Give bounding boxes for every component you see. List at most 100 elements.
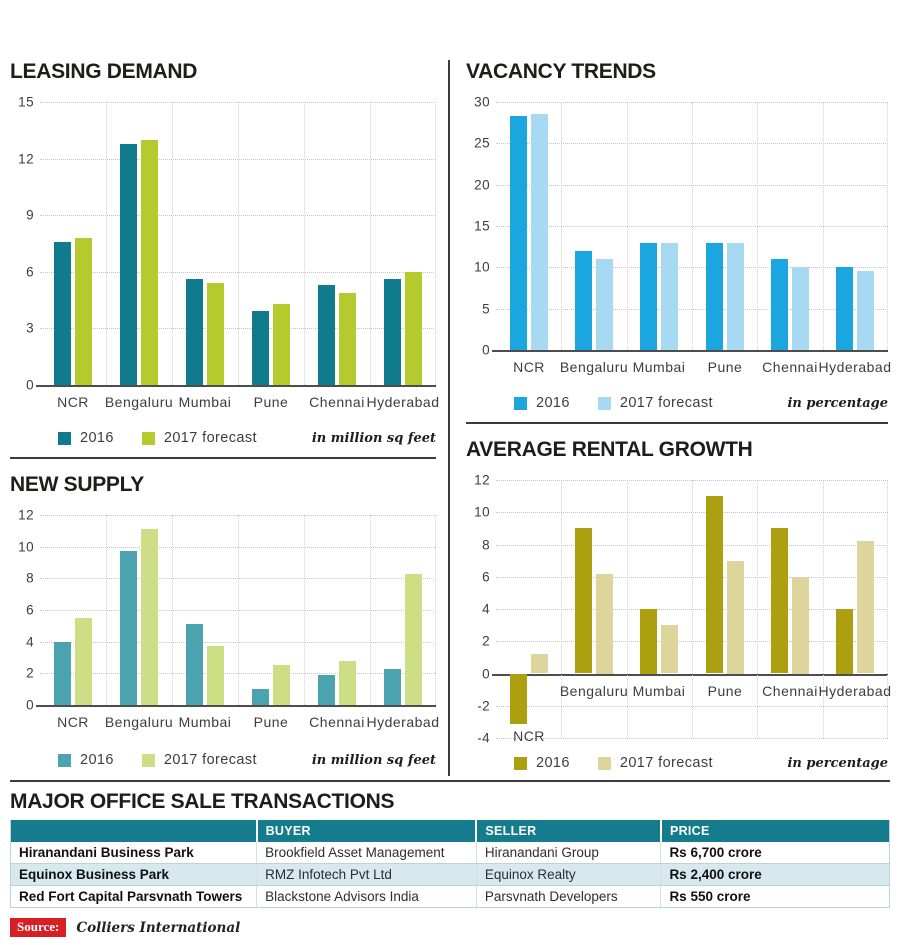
unit-note: in million sq feet [311,430,436,446]
bar-2016-Bengaluru [120,551,137,705]
table-cell: Rs 6,700 crore [660,842,890,864]
table-cell: Hiranandani Business Park [10,842,257,864]
bar-2017-forecast-Mumbai [207,646,224,705]
y-tick-label: 6 [26,602,34,618]
table-cell: Equinox Business Park [10,863,257,886]
legend-item: 2017 forecast [597,755,713,771]
bar-2017-forecast-Mumbai [661,625,678,673]
bar-2017-forecast-Chennai [792,267,809,350]
y-tick-label: 2 [482,633,490,649]
bar-chart-plot: 0 3 6 9 12 15 NCR Bengaluru Mumbai Pune Chennai Hyd… [18,95,439,411]
bar-2017-forecast-NCR [531,114,548,350]
y-tick-label: 0 [482,666,490,681]
y-tick-label: 0 [26,697,34,713]
category-label-Chennai: Chennai [309,394,365,410]
chart-legend: 2016 2017 forecast [40,752,257,768]
table-row: Red Fort Capital Parsvnath Towers Blackst… [10,885,890,908]
category-label-NCR: NCR [57,714,89,730]
zero-axis-line [492,350,888,352]
vertical-gridline [627,102,628,350]
legend-swatch-icon [141,753,155,767]
chart-footer: 2016 2017 forecast in percentage [496,390,888,416]
table-body: Hiranandani Business Park Brookfield Asse… [10,842,890,908]
y-tick-label: 8 [26,570,34,586]
y-tick-label: 10 [18,539,34,555]
table-cell: Blackstone Advisors India [256,885,477,908]
bar-2017-forecast-Hyderabad [857,541,874,673]
y-tick-label: 3 [26,320,34,336]
bar-2016-Pune [252,311,269,385]
table-cell: Rs 550 crore [660,885,890,908]
y-tick-label: 8 [482,537,490,552]
leasing-demand-chart: LEASING DEMAND 0 3 6 9 12 15 NCR Bengaluru Mumba… [10,60,439,451]
table-cell: Hiranandani Group [475,842,661,864]
category-label-Pune: Pune [707,683,743,699]
vertical-gridline [823,102,824,350]
legend-item: 2016 [58,752,114,768]
unit-note: in percentage [787,755,888,771]
bar-2016-Bengaluru [575,251,592,350]
column-header-property [10,820,257,842]
vertical-gridline [370,515,371,705]
bar-2017-forecast-Hyderabad [405,574,422,705]
category-label-Pune: Pune [253,714,289,730]
category-label-Bengaluru: Bengaluru [104,714,174,730]
y-tick-label: 20 [474,177,490,193]
chart-footer: 2016 2017 forecast in million sq feet [40,425,436,451]
legend-label: 2016 [80,752,114,768]
table-row: Equinox Business Park RMZ Infotech Pvt Lt… [10,863,890,886]
bar-2016-NCR [54,642,71,705]
legend-item: 2017 forecast [597,395,713,411]
y-tick-label: 2 [26,665,34,681]
chart-legend: 2016 2017 forecast [496,395,713,411]
charts-area: LEASING DEMAND 0 3 6 9 12 15 NCR Bengaluru Mumba… [10,60,891,776]
transactions-section: MAJOR OFFICE SALE TRANSACTIONS BUYER SELL… [10,790,890,908]
category-label-Mumbai: Mumbai [178,394,232,410]
table-cell: Parsvnath Developers [475,885,661,908]
legend-label: 2017 forecast [163,752,257,768]
vertical-gridline [106,515,107,705]
category-label-Hyderabad: Hyderabad [366,714,440,730]
legend-label: 2016 [536,395,570,411]
bar-chart-plot: 0 5 10 15 20 25 30 NCR Bengaluru Mumbai Pune Chenna… [474,95,891,376]
chart-title: NEW SUPPLY [10,473,144,496]
y-tick-label: 6 [26,264,34,280]
bar-2016-Mumbai [186,279,203,385]
table-header: BUYER SELLER PRICE [10,820,890,842]
zero-axis-line [36,705,436,707]
bar-2017-forecast-Pune [273,304,290,385]
bar-2016-Chennai [318,675,335,705]
y-tick-label: 0 [482,342,490,358]
bar-2017-forecast-Bengaluru [141,140,158,385]
category-label-NCR: NCR [57,394,89,410]
chart-title: AVERAGE RENTAL GROWTH [466,438,753,461]
bar-chart-plot: -4 -2 0 2 4 6 8 10 12 NCR Bengaluru Mumbai Pune Chenn… [474,473,891,746]
bar-2016-Hyderabad [384,669,401,705]
bar-2016-Hyderabad [384,279,401,385]
vertical-gridline [370,102,371,385]
bar-2017-forecast-Pune [273,665,290,705]
y-tick-label: 15 [18,94,34,110]
vertical-gridline [757,102,758,350]
transactions-table: BUYER SELLER PRICE Hiranandani Business Pa… [10,820,890,908]
vertical-gridline [627,480,628,738]
vertical-gridline [823,480,824,738]
vertical-gridline [887,480,888,738]
legend-item: 2016 [514,395,570,411]
right-column: VACANCY TRENDS 0 5 10 15 20 25 30 NCR Bengaluru M… [448,60,891,776]
table-cell: Brookfield Asset Management [256,842,477,864]
y-tick-label: 5 [482,301,490,317]
category-label-Chennai: Chennai [762,683,818,699]
bar-2016-Hyderabad [836,609,853,674]
column-header-SELLER: SELLER [475,820,661,842]
bar-2016-Chennai [771,528,788,673]
y-tick-label: 6 [482,569,490,585]
gridline [496,738,888,739]
legend-label: 2016 [536,755,570,771]
vertical-gridline [692,480,693,738]
table-cell: Red Fort Capital Parsvnath Towers [10,885,257,908]
y-tick-label: 12 [18,151,34,167]
legend-swatch-icon [597,756,611,770]
category-label-Mumbai: Mumbai [178,714,232,730]
zero-axis-line [36,385,436,387]
